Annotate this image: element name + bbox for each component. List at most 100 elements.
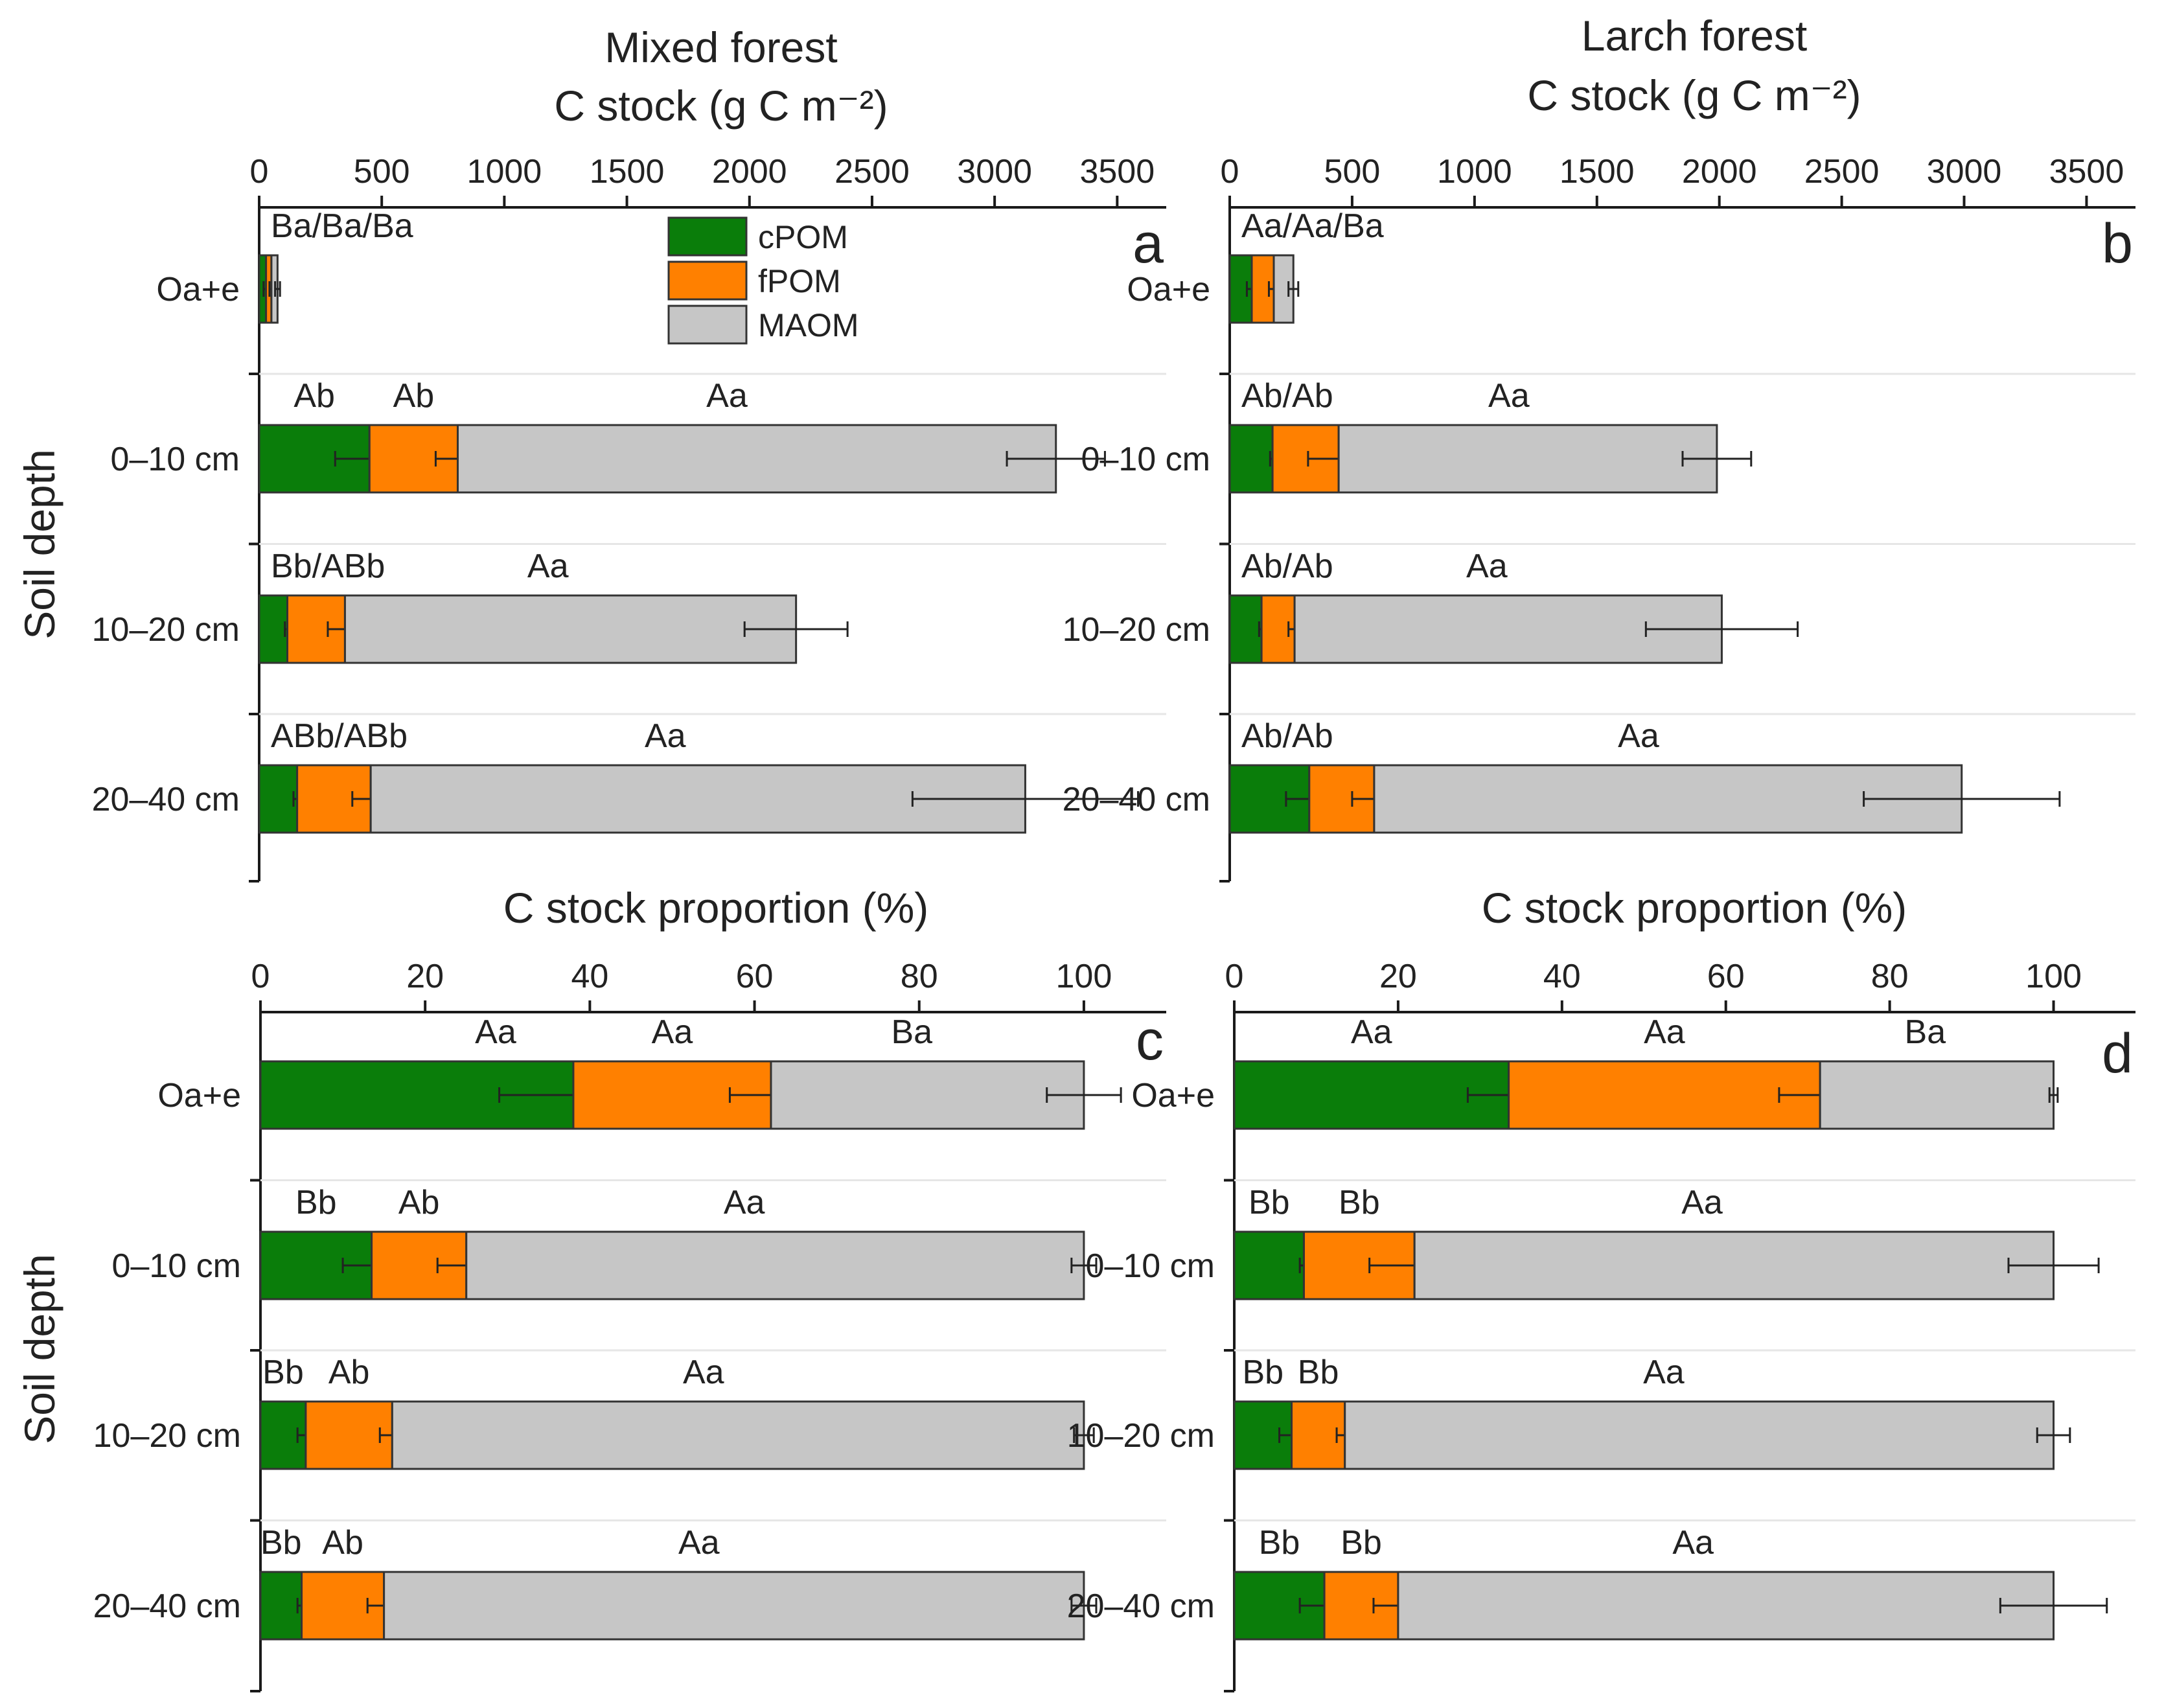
panel-letter-a: a: [1133, 213, 1164, 275]
panel-a: 0 500 1000 1500 2000 2500 3000 3500 Oa+e 0–10 cm 1…: [92, 153, 1166, 883]
x-tick-label-b: 1500: [1560, 153, 1635, 190]
bar-maom: [1344, 1400, 2055, 1470]
significance-label: Aa: [652, 1013, 693, 1051]
significance-label: Aa: [1618, 717, 1659, 755]
category-label: Oa+e: [156, 271, 240, 308]
significance-label: Bb/ABb: [271, 548, 385, 585]
bar-cpom: [258, 594, 289, 664]
bar-fpom: [1508, 1060, 1821, 1130]
x-tick-label-d: 0: [1225, 958, 1244, 995]
x-axis-title-d: C stock proportion (%): [1482, 884, 1907, 932]
y-axis-title-top: Soil depth: [16, 449, 63, 640]
significance-label: Bb: [262, 1354, 304, 1391]
x-tick-label-a: 3000: [957, 153, 1032, 190]
x-tick-label-a: 500: [354, 153, 410, 190]
significance-label: Aa: [1351, 1013, 1392, 1051]
x-tick-label-a: 1500: [590, 153, 665, 190]
significance-label: Aa: [645, 717, 686, 755]
significance-label: Aa: [683, 1354, 724, 1391]
category-label: 20–40 cm: [92, 781, 240, 818]
significance-label: Aa: [1488, 377, 1530, 415]
category-label: Oa+e: [157, 1077, 241, 1114]
legend-swatch-fpom: [667, 260, 748, 301]
bar-maom: [383, 1571, 1085, 1641]
x-tick-label-b: 3000: [1927, 153, 2002, 190]
x-tick-label-c: 0: [251, 958, 270, 995]
bar-maom: [343, 594, 798, 664]
x-tick-label-a: 2000: [712, 153, 787, 190]
bar-maom: [465, 1230, 1085, 1300]
significance-label: Aa: [1644, 1013, 1685, 1051]
x-tick-label-b: 2000: [1682, 153, 1757, 190]
bar-fpom: [1250, 254, 1275, 324]
category-label: 20–40 cm: [93, 1587, 241, 1625]
bar-cpom: [1228, 424, 1274, 494]
significance-label: Bb: [1341, 1524, 1382, 1562]
x-tick-label-b: 0: [1221, 153, 1239, 190]
legend-swatch-maom: [667, 305, 748, 345]
significance-label: Aa: [1672, 1524, 1714, 1562]
significance-label: Aa: [475, 1013, 516, 1051]
bar-maom: [1413, 1230, 2055, 1300]
bar-cpom: [258, 764, 299, 834]
panel-c: 0 20 40 60 80 100 Oa+e 0–10 cm 10–20 cm 20–40 cm A…: [93, 958, 1166, 1692]
significance-label: Ab: [398, 1184, 440, 1221]
significance-label: Ba/Ba/Ba: [271, 207, 413, 245]
significance-label: Aa: [706, 377, 748, 415]
significance-label: Ab: [393, 377, 435, 415]
x-tick-label-b: 3500: [2049, 153, 2124, 190]
bar-cpom: [1233, 1230, 1305, 1300]
significance-label: Aa: [1681, 1184, 1723, 1221]
x-tick-label-d: 20: [1379, 958, 1417, 995]
x-tick-label-b: 2500: [1804, 153, 1880, 190]
significance-label: Ba: [1905, 1013, 1946, 1051]
significance-label: Aa: [1643, 1354, 1685, 1391]
significance-label: Ab/Ab: [1241, 717, 1333, 755]
x-tick-label-a: 1000: [467, 153, 542, 190]
bar-cpom: [1228, 594, 1263, 664]
x-tick-label-c: 40: [571, 958, 608, 995]
x-tick-label-d: 100: [2025, 958, 2082, 995]
significance-label: Aa: [678, 1524, 720, 1562]
category-label: 20–40 cm: [1063, 781, 1210, 818]
x-tick-label-b: 500: [1324, 153, 1381, 190]
legend-label-cpom: cPOM: [758, 219, 848, 255]
panel-letter-d: d: [2102, 1022, 2133, 1085]
x-tick-label-c: 20: [406, 958, 444, 995]
significance-label: Aa/Aa/Ba: [1241, 207, 1384, 245]
category-label: 0–10 cm: [1086, 1247, 1215, 1285]
x-tick-label-c: 80: [901, 958, 938, 995]
significance-label: Ab/Ab: [1241, 377, 1333, 415]
bar-cpom: [259, 1571, 303, 1641]
x-tick-label-a: 3500: [1079, 153, 1155, 190]
significance-label: Ab: [328, 1354, 370, 1391]
x-tick-label-c: 100: [1056, 958, 1112, 995]
x-tick-label-c: 60: [736, 958, 774, 995]
legend-swatch-cpom: [667, 216, 748, 257]
panel-title-mixed-forest: Mixed forest: [604, 23, 837, 71]
panel-title-larch-forest: Larch forest: [1582, 12, 1808, 60]
panel-letter-c: c: [1136, 1010, 1164, 1072]
bar-maom: [1397, 1571, 2055, 1641]
x-axis-title-c: C stock proportion (%): [503, 884, 929, 932]
significance-label: Bb: [1339, 1184, 1380, 1221]
legend: cPOM fPOM MAOM: [667, 216, 859, 345]
significance-label: Ba: [891, 1013, 932, 1051]
category-label: 10–20 cm: [93, 1417, 241, 1455]
significance-label: Aa: [527, 548, 569, 585]
bar-fpom: [305, 1400, 393, 1470]
legend-label-fpom: fPOM: [758, 263, 841, 299]
significance-label: Aa: [1466, 548, 1508, 585]
category-label: 10–20 cm: [1067, 1417, 1215, 1455]
x-axis-title-a: C stock (g C m⁻²): [554, 82, 888, 130]
category-label: 0–10 cm: [111, 441, 240, 478]
bar-fpom: [296, 764, 372, 834]
x-tick-label-d: 40: [1543, 958, 1581, 995]
significance-label: Ab: [294, 377, 335, 415]
significance-label: Bb: [1259, 1524, 1300, 1562]
panel-letter-b: b: [2102, 213, 2133, 275]
legend-label-maom: MAOM: [758, 307, 859, 343]
significance-label: Bb: [1242, 1354, 1283, 1391]
